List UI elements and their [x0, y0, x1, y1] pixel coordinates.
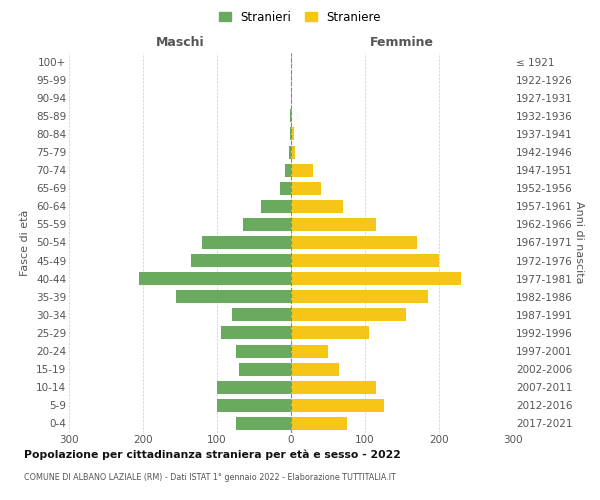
Bar [291, 344, 328, 358]
Bar [291, 417, 347, 430]
Bar [291, 146, 295, 158]
Text: Maschi: Maschi [155, 36, 205, 49]
Bar [239, 362, 291, 376]
Bar [291, 326, 369, 340]
Y-axis label: Fasce di età: Fasce di età [20, 210, 31, 276]
Bar [291, 218, 376, 231]
Bar [291, 254, 439, 267]
Bar [290, 128, 291, 140]
Bar [291, 380, 376, 394]
Bar [291, 200, 343, 213]
Bar [290, 110, 291, 122]
Text: COMUNE DI ALBANO LAZIALE (RM) - Dati ISTAT 1° gennaio 2022 - Elaborazione TUTTIT: COMUNE DI ALBANO LAZIALE (RM) - Dati IST… [24, 472, 396, 482]
Legend: Stranieri, Straniere: Stranieri, Straniere [214, 6, 386, 28]
Bar [176, 290, 291, 304]
Bar [289, 146, 291, 158]
Bar [232, 308, 291, 322]
Bar [221, 326, 291, 340]
Bar [202, 236, 291, 249]
Bar [291, 73, 292, 86]
Bar [291, 182, 320, 194]
Bar [291, 110, 292, 122]
Bar [217, 380, 291, 394]
Bar [280, 182, 291, 194]
Bar [291, 399, 383, 412]
Bar [285, 164, 291, 176]
Bar [291, 236, 417, 249]
Bar [291, 164, 313, 176]
Bar [262, 200, 291, 213]
Bar [291, 91, 292, 104]
Bar [291, 128, 294, 140]
Y-axis label: Anni di nascita: Anni di nascita [574, 201, 584, 284]
Bar [291, 308, 406, 322]
Bar [291, 362, 339, 376]
Bar [139, 272, 291, 285]
Bar [243, 218, 291, 231]
Bar [291, 272, 461, 285]
Bar [235, 344, 291, 358]
Text: Femmine: Femmine [370, 36, 434, 49]
Bar [217, 399, 291, 412]
Bar [291, 290, 428, 304]
Bar [235, 417, 291, 430]
Bar [191, 254, 291, 267]
Bar [291, 55, 292, 68]
Text: Popolazione per cittadinanza straniera per età e sesso - 2022: Popolazione per cittadinanza straniera p… [24, 450, 401, 460]
